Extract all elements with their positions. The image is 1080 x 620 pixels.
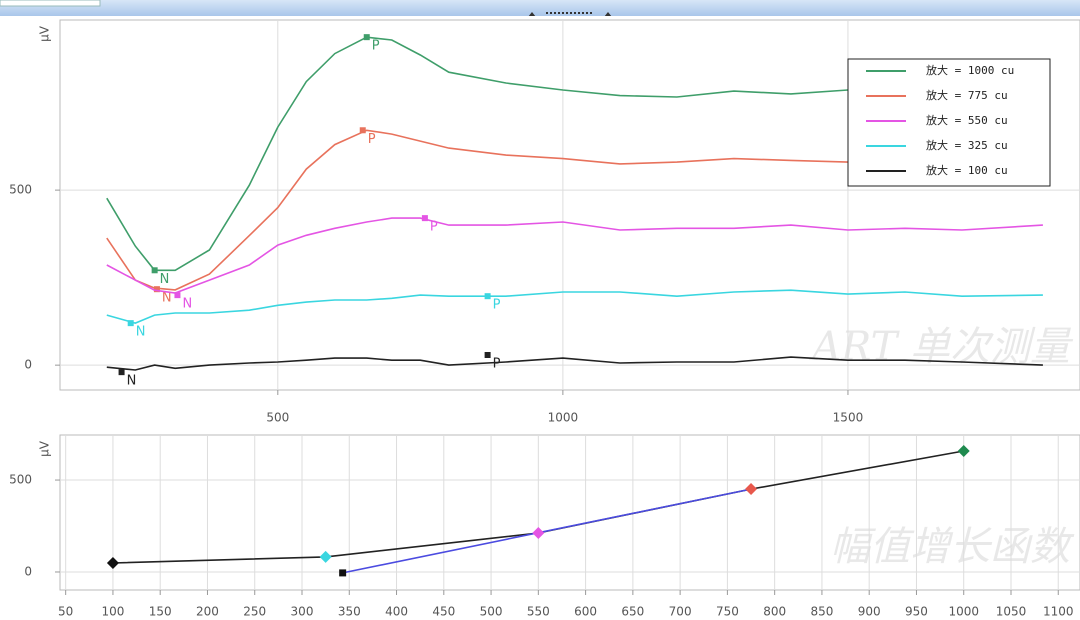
x-tick-label: 1500 — [833, 411, 864, 425]
y-tick-label: 0 — [24, 564, 32, 578]
x-tick-label: 950 — [905, 605, 928, 619]
tab[interactable] — [0, 0, 101, 7]
x-tick-label: 550 — [527, 605, 550, 619]
peak-marker — [153, 286, 160, 293]
x-tick-label: 250 — [243, 605, 266, 619]
series-line — [106, 356, 1043, 371]
y-tick-label: 500 — [9, 183, 32, 197]
watermark: ART 单次测量 — [808, 324, 1074, 370]
peak-label: N — [127, 374, 137, 389]
legend-label: 放大 = 325 cu — [926, 138, 1008, 152]
series-line — [106, 36, 1043, 272]
y-tick-label: 0 — [24, 358, 32, 372]
x-tick-label: 1000 — [948, 605, 979, 619]
x-tick-label: 100 — [101, 605, 124, 619]
legend-box — [847, 58, 1051, 187]
peak-label: N — [162, 291, 172, 306]
x-tick-label: 750 — [716, 605, 739, 619]
peak-label: P — [372, 39, 380, 54]
y-tick-label: 500 — [9, 473, 32, 487]
x-tick-label: 350 — [338, 605, 361, 619]
x-tick-label: 50 — [58, 605, 73, 619]
peak-marker — [421, 215, 428, 222]
x-tick-label: 600 — [574, 605, 597, 619]
peak-marker — [174, 292, 181, 299]
x-tick-label: 300 — [291, 605, 314, 619]
x-tick-label: 1000 — [548, 411, 579, 425]
x-tick-label: 850 — [810, 605, 833, 619]
series-line — [106, 129, 1043, 291]
peak-marker — [127, 320, 134, 327]
legend-label: 放大 = 550 cu — [926, 113, 1008, 127]
x-tick-label: 400 — [385, 605, 408, 619]
series-line — [106, 217, 1043, 294]
point-marker — [339, 569, 347, 577]
peak-marker — [484, 351, 491, 358]
y-axis-label: μV — [38, 440, 52, 457]
toolbar-strip — [0, 0, 1080, 16]
legend-label: 放大 = 100 cu — [926, 163, 1008, 177]
point-marker — [957, 444, 970, 457]
x-tick-label: 150 — [149, 605, 172, 619]
legend-label: 放大 = 1000 cu — [926, 63, 1014, 77]
peak-marker — [118, 369, 125, 376]
point-marker — [532, 527, 545, 540]
peak-marker — [484, 293, 491, 300]
y-axis-label: μV — [38, 25, 52, 42]
peak-label: P — [430, 220, 438, 235]
peak-label: P — [493, 298, 501, 313]
series-line — [342, 488, 752, 574]
x-tick-label: 450 — [432, 605, 455, 619]
x-tick-label: 500 — [266, 411, 289, 425]
x-tick-label: 500 — [480, 605, 503, 619]
series-line — [106, 289, 1043, 324]
x-tick-label: 900 — [858, 605, 881, 619]
x-tick-label: 1050 — [996, 605, 1027, 619]
legend-label: 放大 = 775 cu — [926, 88, 1008, 102]
peak-label: N — [136, 325, 146, 340]
x-tick-label: 800 — [763, 605, 786, 619]
peak-marker — [359, 127, 366, 134]
peak-label: N — [160, 272, 170, 287]
watermark: 幅值增长函数 — [830, 524, 1075, 570]
peak-marker — [151, 267, 158, 274]
x-tick-label: 1100 — [1043, 605, 1074, 619]
peak-marker — [363, 34, 370, 41]
peak-label: P — [368, 132, 376, 147]
x-tick-label: 700 — [669, 605, 692, 619]
peak-label: P — [493, 356, 501, 371]
point-marker — [745, 483, 758, 496]
x-tick-label: 200 — [196, 605, 219, 619]
peak-label: N — [182, 297, 192, 312]
point-marker — [319, 550, 332, 563]
point-marker — [106, 556, 119, 569]
x-tick-label: 650 — [621, 605, 644, 619]
